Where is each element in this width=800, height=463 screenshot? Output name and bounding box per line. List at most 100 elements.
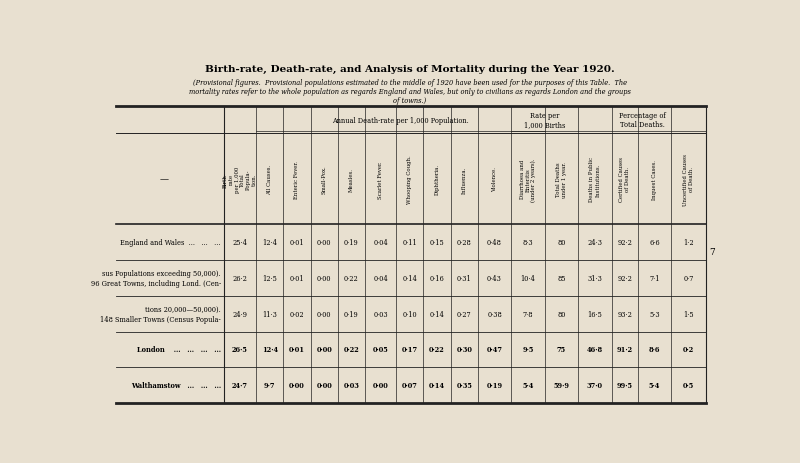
Text: 46·8: 46·8 [587, 346, 603, 354]
Text: 0·19: 0·19 [344, 310, 359, 318]
Text: 24·7: 24·7 [232, 382, 248, 389]
Text: 59·9: 59·9 [554, 382, 570, 389]
Text: Measles.: Measles. [349, 168, 354, 191]
Text: 91·2: 91·2 [617, 346, 633, 354]
Text: Deaths in Public
Institutions.: Deaths in Public Institutions. [590, 157, 600, 202]
Text: 0·01: 0·01 [290, 275, 304, 282]
Text: 0·5: 0·5 [683, 382, 694, 389]
Text: 0·00: 0·00 [289, 382, 305, 389]
Text: sus Populations exceeding 50,000).: sus Populations exceeding 50,000). [102, 269, 221, 277]
Text: —: — [160, 175, 169, 184]
Text: 0·31: 0·31 [457, 275, 471, 282]
Text: Small-Pox.: Small-Pox. [322, 165, 326, 194]
Text: 0·00: 0·00 [317, 310, 331, 318]
Text: Influenza.: Influenza. [462, 166, 466, 193]
Text: 0·04: 0·04 [374, 239, 388, 247]
Text: 31·3: 31·3 [587, 275, 602, 282]
Text: 0·00: 0·00 [317, 239, 331, 247]
Text: Whooping Cough.: Whooping Cough. [407, 155, 412, 204]
Text: 7·1: 7·1 [649, 275, 659, 282]
Text: 75: 75 [557, 346, 566, 354]
Text: 0·11: 0·11 [402, 239, 417, 247]
Text: 92·2: 92·2 [617, 239, 632, 247]
Text: 0·00: 0·00 [317, 275, 331, 282]
Text: 5·4: 5·4 [522, 382, 534, 389]
Text: 0·15: 0·15 [430, 239, 444, 247]
Text: mortality rates refer to the whole population as regards England and Wales, but : mortality rates refer to the whole popul… [189, 88, 631, 96]
Text: 0·16: 0·16 [430, 275, 444, 282]
Text: 10·4: 10·4 [521, 275, 535, 282]
Text: 92·2: 92·2 [617, 275, 632, 282]
Text: Rate per
1,000 Births: Rate per 1,000 Births [524, 112, 566, 129]
Text: Uncertified Causes
of Death.: Uncertified Causes of Death. [683, 154, 694, 206]
Text: 148 Smaller Towns (Census Popula-: 148 Smaller Towns (Census Popula- [100, 315, 221, 323]
Text: 12·4: 12·4 [262, 346, 278, 354]
Text: 37·0: 37·0 [587, 382, 603, 389]
Text: 0·17: 0·17 [402, 346, 418, 354]
Text: 0·7: 0·7 [683, 275, 694, 282]
Text: 0·43: 0·43 [487, 275, 502, 282]
Text: Annual Death-rate per 1,000 Population.: Annual Death-rate per 1,000 Population. [332, 117, 469, 125]
Text: 93·2: 93·2 [617, 310, 632, 318]
Text: 0·22: 0·22 [344, 275, 359, 282]
Text: England and Wales  ...   ...   ...: England and Wales ... ... ... [120, 239, 221, 247]
Text: 25·4: 25·4 [233, 239, 247, 247]
Text: Birth-
rate
per 1,000
Total
Popula-
tion.: Birth- rate per 1,000 Total Popula- tion… [223, 166, 257, 193]
Text: 0·04: 0·04 [374, 275, 388, 282]
Text: 7: 7 [710, 247, 715, 256]
Text: Violence.: Violence. [492, 167, 497, 192]
Text: 9·7: 9·7 [264, 382, 275, 389]
Text: Diarrhoea and
Enteritis
(under 2 years).: Diarrhoea and Enteritis (under 2 years). [519, 158, 537, 201]
Text: Scarlet Fever.: Scarlet Fever. [378, 161, 383, 198]
Text: All Causes.: All Causes. [267, 164, 272, 194]
Text: 5·3: 5·3 [649, 310, 660, 318]
Text: 8·3: 8·3 [522, 239, 534, 247]
Text: 8·6: 8·6 [649, 346, 660, 354]
Text: Percentage of
Total Deaths.: Percentage of Total Deaths. [619, 112, 666, 129]
Text: 0·02: 0·02 [290, 310, 304, 318]
Text: 0·27: 0·27 [457, 310, 471, 318]
Text: 0·19: 0·19 [344, 239, 359, 247]
Text: 0·05: 0·05 [373, 346, 389, 354]
Text: 0·14: 0·14 [429, 382, 445, 389]
Text: 0·22: 0·22 [429, 346, 445, 354]
Text: tions 20,000—50,000).: tions 20,000—50,000). [145, 305, 221, 313]
Text: 99·5: 99·5 [617, 382, 633, 389]
Text: 0·10: 0·10 [402, 310, 417, 318]
Text: 0·28: 0·28 [457, 239, 471, 247]
Text: 0·01: 0·01 [290, 239, 304, 247]
Text: Total Deaths
under 1 year.: Total Deaths under 1 year. [556, 162, 567, 197]
Text: Walthamstow   ...   ...   ...: Walthamstow ... ... ... [130, 382, 221, 389]
Text: 7·8: 7·8 [522, 310, 534, 318]
Text: 0·00: 0·00 [373, 382, 389, 389]
Text: 0·22: 0·22 [343, 346, 359, 354]
Text: 12·4: 12·4 [262, 239, 278, 247]
Text: 1·2: 1·2 [683, 239, 694, 247]
Text: 6·6: 6·6 [649, 239, 660, 247]
Text: 0·48: 0·48 [487, 239, 502, 247]
Text: of towns.): of towns.) [394, 97, 426, 105]
Text: 24·9: 24·9 [233, 310, 247, 318]
Text: 16·5: 16·5 [587, 310, 602, 318]
Text: 0·03: 0·03 [374, 310, 388, 318]
Text: Inquest Cases.: Inquest Cases. [652, 159, 657, 200]
Text: 1·5: 1·5 [683, 310, 694, 318]
Text: 12·5: 12·5 [262, 275, 277, 282]
Text: 0·19: 0·19 [486, 382, 502, 389]
Text: London    ...   ...   ...   ...: London ... ... ... ... [137, 346, 221, 354]
Text: 0·03: 0·03 [343, 382, 359, 389]
Text: 80: 80 [558, 310, 566, 318]
Text: 0·35: 0·35 [456, 382, 472, 389]
Text: 26·2: 26·2 [233, 275, 247, 282]
Text: 9·5: 9·5 [522, 346, 534, 354]
Text: Certified Causes
of Death.: Certified Causes of Death. [619, 157, 630, 202]
Text: 0·14: 0·14 [402, 275, 417, 282]
Text: 24·3: 24·3 [587, 239, 602, 247]
Text: 80: 80 [558, 239, 566, 247]
Text: 11·3: 11·3 [262, 310, 277, 318]
Text: Diphtheria.: Diphtheria. [434, 164, 439, 195]
Text: 0·00: 0·00 [316, 382, 332, 389]
Text: 0·14: 0·14 [430, 310, 444, 318]
Text: Enteric Fever.: Enteric Fever. [294, 161, 299, 199]
Text: 85: 85 [557, 275, 566, 282]
